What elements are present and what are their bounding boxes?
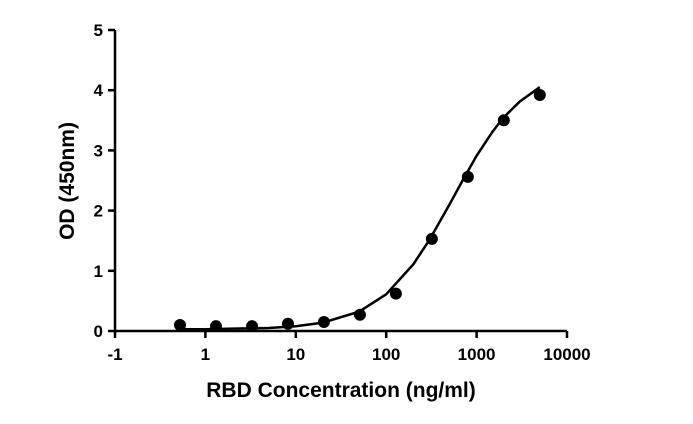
y-tick-label: 3 — [94, 141, 103, 160]
data-point — [389, 287, 402, 300]
data-point — [461, 170, 474, 183]
x-axis-title: RBD Concentration (ng/ml) — [206, 379, 475, 402]
fit-curve — [178, 86, 541, 331]
data-point — [174, 318, 187, 331]
data-point — [281, 317, 294, 330]
data-point — [497, 114, 510, 127]
x-tick-label: 10000 — [543, 345, 590, 364]
data-point — [210, 320, 223, 333]
x-tick-label: 10 — [286, 345, 305, 364]
y-tick-label: 4 — [94, 81, 104, 100]
y-tick-label: 2 — [94, 202, 103, 221]
y-tick-label: 5 — [94, 21, 103, 40]
data-point — [317, 315, 330, 328]
y-tick-label: 0 — [94, 322, 103, 341]
y-tick-label: 1 — [94, 262, 103, 281]
y-axis-title: OD (450nm) — [56, 122, 79, 240]
x-tick-label: 1000 — [458, 345, 496, 364]
data-point — [425, 232, 438, 245]
x-tick-label: -1 — [107, 345, 122, 364]
x-tick-label: 100 — [372, 345, 400, 364]
data-point — [246, 320, 259, 333]
data-point — [353, 308, 366, 321]
data-point — [533, 89, 546, 102]
x-tick-label: 1 — [201, 345, 210, 364]
